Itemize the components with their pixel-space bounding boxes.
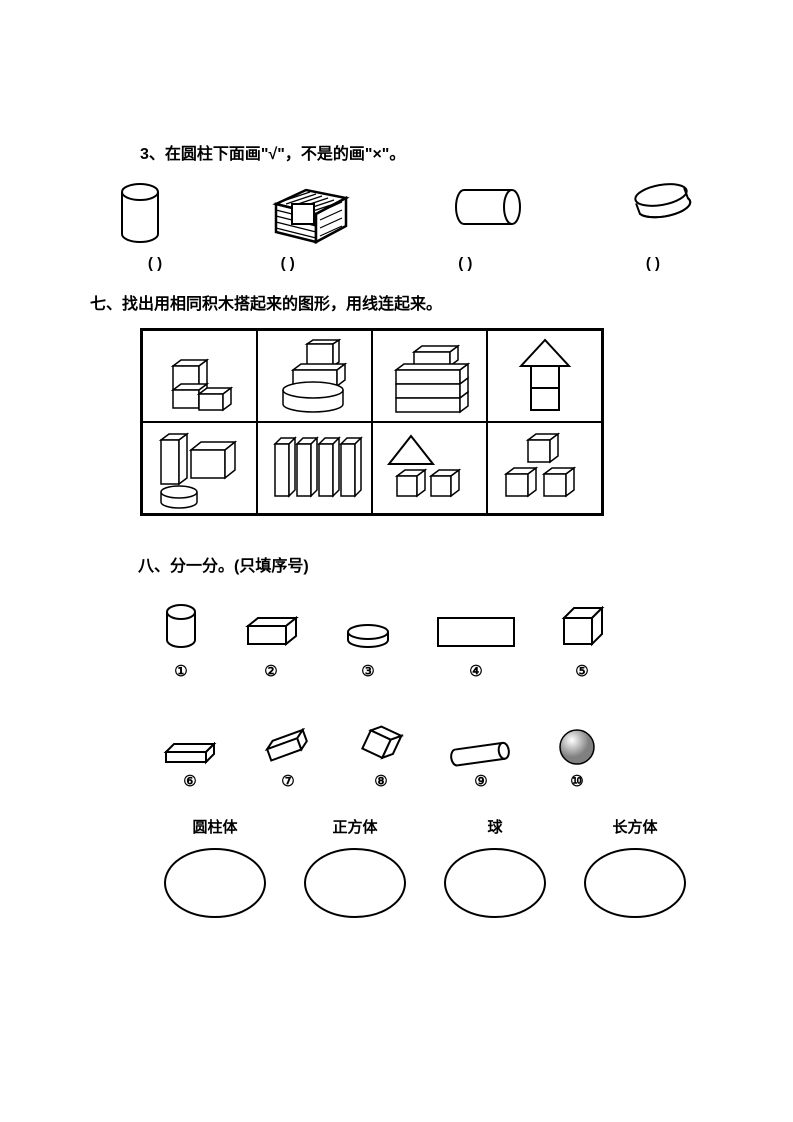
label-10: ⑩ bbox=[570, 772, 583, 790]
cylinder-vertical-icon bbox=[115, 182, 165, 247]
cat-sphere: 球 bbox=[440, 816, 550, 921]
q3-shape-3 bbox=[450, 182, 530, 247]
house-shape-icon bbox=[505, 334, 585, 419]
cat-cylinder: 圆柱体 bbox=[160, 816, 270, 921]
q7-cell-4[interactable] bbox=[487, 330, 602, 422]
tall-box-cylinder-icon bbox=[147, 426, 252, 511]
sphere-icon bbox=[556, 726, 598, 768]
label-7: ⑦ bbox=[281, 772, 294, 790]
oval-1-icon[interactable] bbox=[160, 845, 270, 921]
q7-cell-6[interactable] bbox=[257, 422, 372, 514]
q8-item-9: ⑨ bbox=[446, 740, 516, 790]
paren-4[interactable]: ( ) bbox=[613, 255, 693, 272]
label-2: ② bbox=[264, 662, 277, 680]
q8-item-7: ⑦ bbox=[260, 728, 316, 790]
label-3: ③ bbox=[361, 662, 374, 680]
blocks-cylinder-cube-icon bbox=[265, 334, 365, 419]
thin-cuboid-icon bbox=[160, 738, 220, 768]
q8-categories: 圆柱体 正方体 球 长方体 bbox=[160, 816, 703, 921]
label-8: ⑧ bbox=[374, 772, 387, 790]
cube-icon bbox=[556, 602, 608, 650]
q8-item-1: ① bbox=[160, 602, 202, 680]
q7-title: 七、找出用相同积木搭起来的图形，用线连起来。 bbox=[90, 290, 703, 314]
paren-1[interactable]: ( ) bbox=[120, 255, 190, 272]
q7-cell-3[interactable] bbox=[372, 330, 487, 422]
three-cubes-icon bbox=[492, 426, 597, 511]
cat-label-4: 长方体 bbox=[612, 816, 657, 837]
four-tall-boxes-icon bbox=[265, 426, 365, 511]
long-rect-icon bbox=[434, 614, 518, 650]
q7-cell-2[interactable] bbox=[257, 330, 372, 422]
q3-text: 3、在圆柱下面画"√"，不是的画"×"。 bbox=[140, 140, 703, 164]
q7-cell-1[interactable] bbox=[142, 330, 257, 422]
label-4: ④ bbox=[469, 662, 482, 680]
q8-item-2: ② bbox=[240, 612, 302, 680]
q8-item-3: ③ bbox=[340, 622, 396, 680]
small-cuboid-icon bbox=[240, 612, 302, 650]
q8-row-2: ⑥ ⑦ ⑧ bbox=[160, 720, 703, 790]
cat-label-1: 圆柱体 bbox=[192, 816, 237, 837]
q8-item-5: ⑤ bbox=[556, 602, 608, 680]
oval-4-icon[interactable] bbox=[580, 845, 690, 921]
q7-cell-7[interactable] bbox=[372, 422, 487, 514]
q8-item-10: ⑩ bbox=[556, 726, 598, 790]
q3-shape-1 bbox=[115, 182, 165, 247]
cat-label-2: 正方体 bbox=[332, 816, 377, 837]
oval-2-icon[interactable] bbox=[300, 845, 410, 921]
cat-cube: 正方体 bbox=[300, 816, 410, 921]
hatched-cube-icon bbox=[258, 182, 358, 247]
q8-item-8: ⑧ bbox=[356, 720, 406, 790]
q8-item-6: ⑥ bbox=[160, 738, 220, 790]
cat-cuboid: 长方体 bbox=[580, 816, 690, 921]
label-6: ⑥ bbox=[183, 772, 196, 790]
label-9: ⑨ bbox=[474, 772, 487, 790]
q8-row-1: ① ② ③ ④ bbox=[160, 602, 703, 680]
q3-shape-4 bbox=[623, 182, 693, 247]
q3-shapes bbox=[115, 182, 693, 247]
blocks-stacked-rects-icon bbox=[380, 336, 480, 416]
blocks-stacked-icon bbox=[155, 336, 245, 416]
small-cylinder-icon bbox=[160, 602, 202, 650]
cylinder-horizontal-icon bbox=[450, 182, 530, 232]
oval-3-icon[interactable] bbox=[440, 845, 550, 921]
q3-parens: ( ) ( ) ( ) ( ) bbox=[120, 255, 693, 272]
label-1: ① bbox=[174, 662, 187, 680]
q7-grid bbox=[140, 328, 604, 516]
paren-2[interactable]: ( ) bbox=[238, 255, 338, 272]
cat-label-3: 球 bbox=[487, 816, 502, 837]
q3-shape-2 bbox=[258, 182, 358, 247]
label-5: ⑤ bbox=[575, 662, 588, 680]
flat-cylinder-icon bbox=[623, 182, 693, 224]
tilted-cube-icon bbox=[356, 720, 406, 768]
q8-title: 八、分一分。(只填序号) bbox=[138, 552, 703, 576]
rod-cylinder-icon bbox=[446, 740, 516, 768]
triangle-cubes-icon bbox=[377, 426, 482, 511]
tilted-cuboid-icon bbox=[260, 728, 316, 768]
q7-cell-5[interactable] bbox=[142, 422, 257, 514]
q8-item-4: ④ bbox=[434, 614, 518, 680]
q7-cell-8[interactable] bbox=[487, 422, 602, 514]
flat-cylinder-small-icon bbox=[340, 622, 396, 650]
paren-3[interactable]: ( ) bbox=[425, 255, 505, 272]
